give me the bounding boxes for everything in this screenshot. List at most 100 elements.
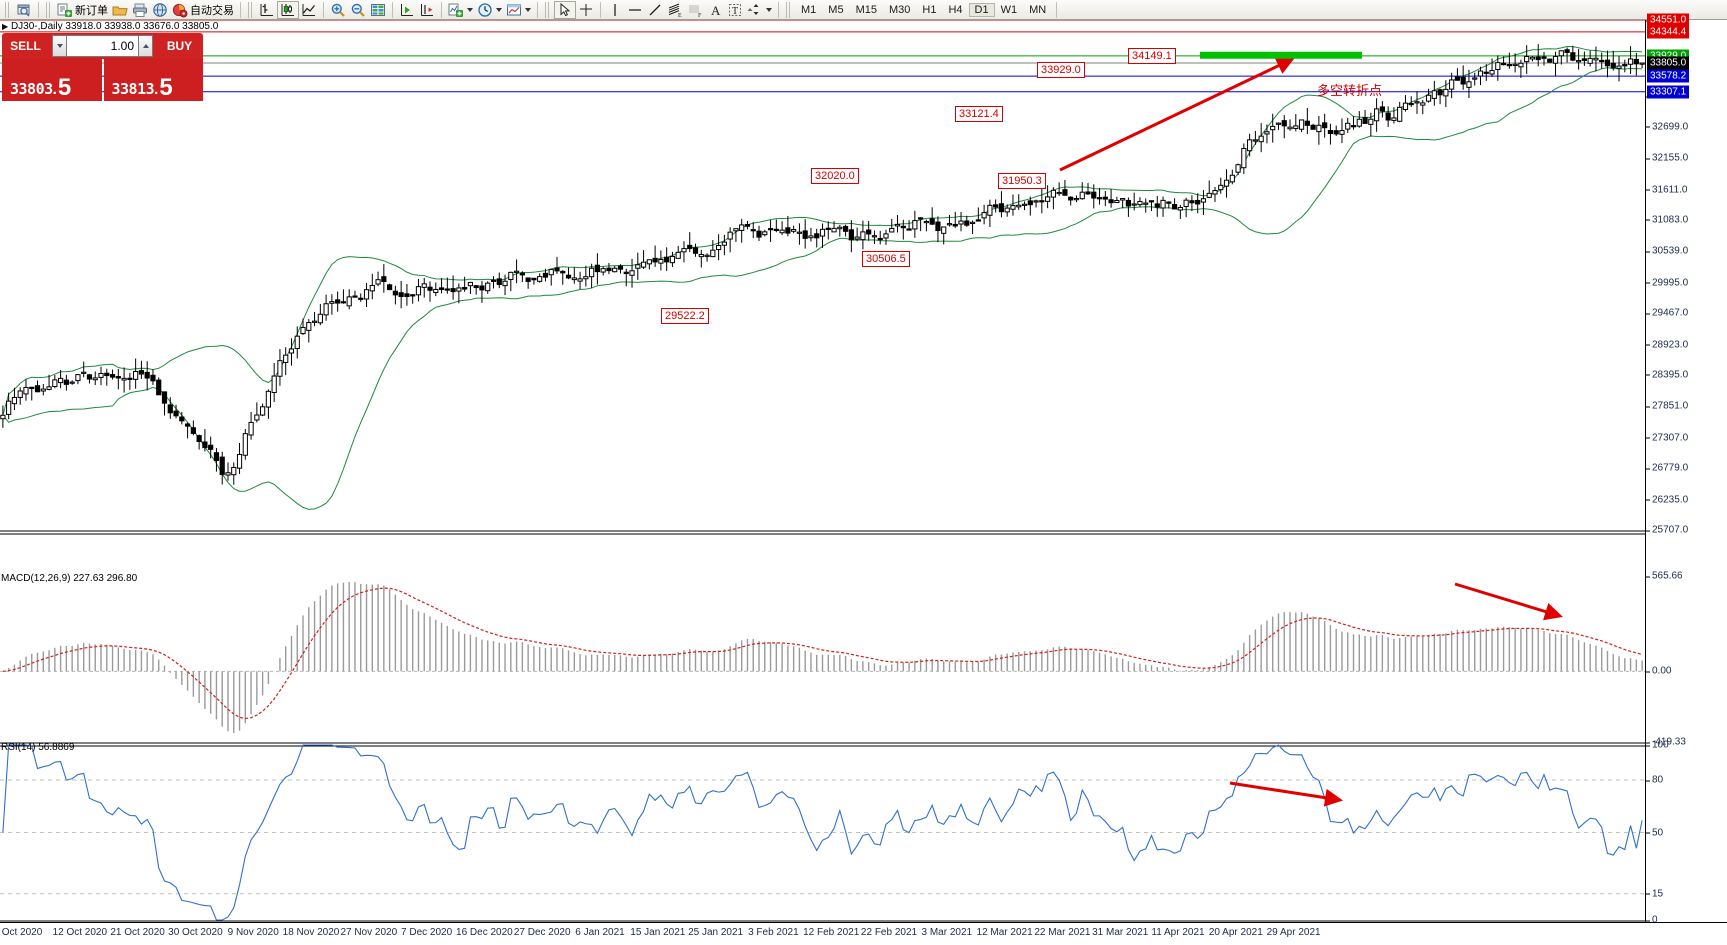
- toolbar-separator-9: [1056, 1, 1058, 18]
- toolbar-grip-4[interactable]: [545, 1, 551, 18]
- toolbar-grip-2[interactable]: [46, 1, 52, 18]
- toolbar-grip-5[interactable]: [786, 1, 792, 18]
- chevron-down-icon-4[interactable]: [766, 7, 772, 12]
- price-axis[interactable]: 34551.033227.032699.032155.031611.031083…: [1645, 13, 1727, 926]
- globe-button[interactable]: [150, 1, 170, 19]
- period-icon: [477, 2, 493, 18]
- macd-axis-tick: 565.66: [1646, 571, 1683, 582]
- time-axis[interactable]: Oct 2020 12 Oct 2020 21 Oct 2020 30 Oct 202…: [0, 922, 1727, 945]
- price-chart-canvas[interactable]: [0, 20, 1645, 922]
- line-chart-button[interactable]: [299, 1, 319, 19]
- globe-icon: [152, 2, 168, 18]
- one-click-trading-panel[interactable]: SELL 1.00 BUY 33803 . 5 33813 . 5: [2, 33, 203, 101]
- auto-scroll-button[interactable]: [397, 1, 417, 19]
- price-axis-badge: 33578.2: [1647, 69, 1690, 83]
- trendline-icon: [647, 2, 663, 18]
- timeframe-h4[interactable]: H4: [948, 3, 963, 16]
- auto-scroll-icon: [399, 2, 415, 18]
- chevron-down-icon-2[interactable]: [496, 7, 502, 12]
- price-axis-tick: 31083.0: [1646, 214, 1688, 225]
- trendline-button[interactable]: [645, 1, 665, 19]
- period-button[interactable]: [475, 1, 504, 19]
- candle-chart-button[interactable]: [277, 0, 299, 19]
- chart-shift-icon: [419, 2, 435, 18]
- price-axis-badge: 33805.0: [1647, 56, 1690, 70]
- text-button[interactable]: A: [705, 1, 725, 19]
- time-axis-tick: 22 Mar 2021: [1034, 927, 1091, 938]
- chevron-down-icon-3[interactable]: [525, 7, 531, 12]
- timeframe-h1[interactable]: H1: [922, 3, 937, 16]
- sell-tab[interactable]: SELL: [2, 33, 49, 59]
- crosshair-button[interactable]: [576, 1, 596, 19]
- price-label-annotation[interactable]: 33121.4: [955, 106, 1003, 122]
- fibonacci-icon: E: [667, 2, 683, 18]
- time-axis-tick: Oct 2020: [1, 927, 43, 938]
- vline-button[interactable]: [605, 1, 625, 19]
- toolbar-grip[interactable]: [5, 1, 11, 18]
- cursor-icon: [557, 2, 573, 18]
- toolbar-separator-3: [323, 1, 324, 18]
- timeframe-d1[interactable]: D1: [968, 2, 995, 17]
- new-order-button[interactable]: 新订单: [55, 1, 110, 19]
- buy-price-integer: 33813: [111, 80, 155, 98]
- data-window-button[interactable]: [368, 1, 388, 19]
- bar-chart-button[interactable]: [257, 1, 277, 19]
- toolbar-grip-3[interactable]: [248, 1, 254, 18]
- time-axis-tick: 12 Feb 2021: [803, 927, 860, 938]
- price-axis-tick: 28923.0: [1646, 339, 1688, 350]
- expert-advisors-button[interactable]: 自动交易: [170, 1, 236, 19]
- price-label-annotation[interactable]: 33929.0: [1037, 62, 1085, 78]
- price-label-annotation[interactable]: 34149.1: [1128, 48, 1176, 64]
- chevron-up-icon-vol: [142, 44, 149, 48]
- shapes-button[interactable]: [745, 1, 774, 19]
- indicators-button[interactable]: [446, 1, 475, 19]
- candle-chart-icon: [280, 2, 296, 18]
- volume-decrement-button[interactable]: [52, 35, 67, 57]
- price-label-annotation[interactable]: 30506.5: [862, 251, 910, 267]
- sell-price-button[interactable]: 33803 . 5: [2, 59, 102, 101]
- price-label-annotation[interactable]: 32020.0: [811, 168, 859, 184]
- price-axis-tick: 25707.0: [1646, 525, 1688, 536]
- timeframe-m1[interactable]: M1: [801, 3, 817, 16]
- toolbar-separator-7: [600, 1, 601, 18]
- volume-stepper[interactable]: 1.00: [49, 33, 156, 59]
- sell-price-integer: 33803: [10, 80, 53, 98]
- text-label-button[interactable]: T: [725, 1, 745, 19]
- hline-button[interactable]: [625, 1, 645, 19]
- zoom-in-button[interactable]: [328, 1, 348, 19]
- buy-price-button[interactable]: 33813 . 5: [103, 59, 203, 101]
- templates-button[interactable]: [504, 1, 533, 19]
- folder-button[interactable]: [110, 1, 130, 19]
- price-label-annotation[interactable]: 31950.3: [998, 173, 1046, 189]
- timeframe-w1[interactable]: W1: [1000, 3, 1018, 16]
- chevron-down-icon-vol: [56, 44, 63, 48]
- rsi-axis-tick: 100: [1646, 740, 1669, 751]
- price-axis-tick: 26779.0: [1646, 463, 1688, 474]
- buy-tab[interactable]: BUY: [156, 33, 203, 59]
- trade-panel-top-row: SELL 1.00 BUY: [2, 33, 203, 59]
- printer-icon: [132, 2, 148, 18]
- price-label-annotation[interactable]: 29522.2: [661, 308, 709, 324]
- svg-text:A: A: [711, 3, 721, 18]
- time-axis-tick: 12 Oct 2020: [52, 927, 108, 938]
- channel-button[interactable]: F: [685, 1, 705, 19]
- printer-button[interactable]: [130, 1, 150, 19]
- volume-increment-button[interactable]: [138, 35, 153, 57]
- fibonacci-button[interactable]: E: [665, 1, 685, 19]
- zoom-in-icon: [330, 2, 346, 18]
- magnifier-window-button[interactable]: [14, 1, 34, 19]
- zoom-out-button[interactable]: [348, 1, 368, 19]
- folder-icon: [112, 2, 128, 18]
- crosshair-icon: [578, 2, 594, 18]
- price-axis-badge: 34344.4: [1647, 25, 1690, 39]
- timeframe-m5[interactable]: M5: [828, 3, 844, 16]
- timeframe-m30[interactable]: M30: [888, 3, 911, 16]
- volume-input[interactable]: 1.00: [67, 35, 138, 57]
- chart-shift-button[interactable]: [417, 1, 437, 19]
- cursor-button[interactable]: [554, 0, 576, 19]
- timeframe-mn[interactable]: MN: [1029, 3, 1047, 16]
- chevron-down-icon[interactable]: [467, 7, 473, 12]
- macd-label: MACD(12,26,9) 227.63 296.80: [1, 573, 138, 584]
- timeframe-m15[interactable]: M15: [855, 3, 877, 16]
- macd-axis-tick: -419.33: [1646, 737, 1686, 748]
